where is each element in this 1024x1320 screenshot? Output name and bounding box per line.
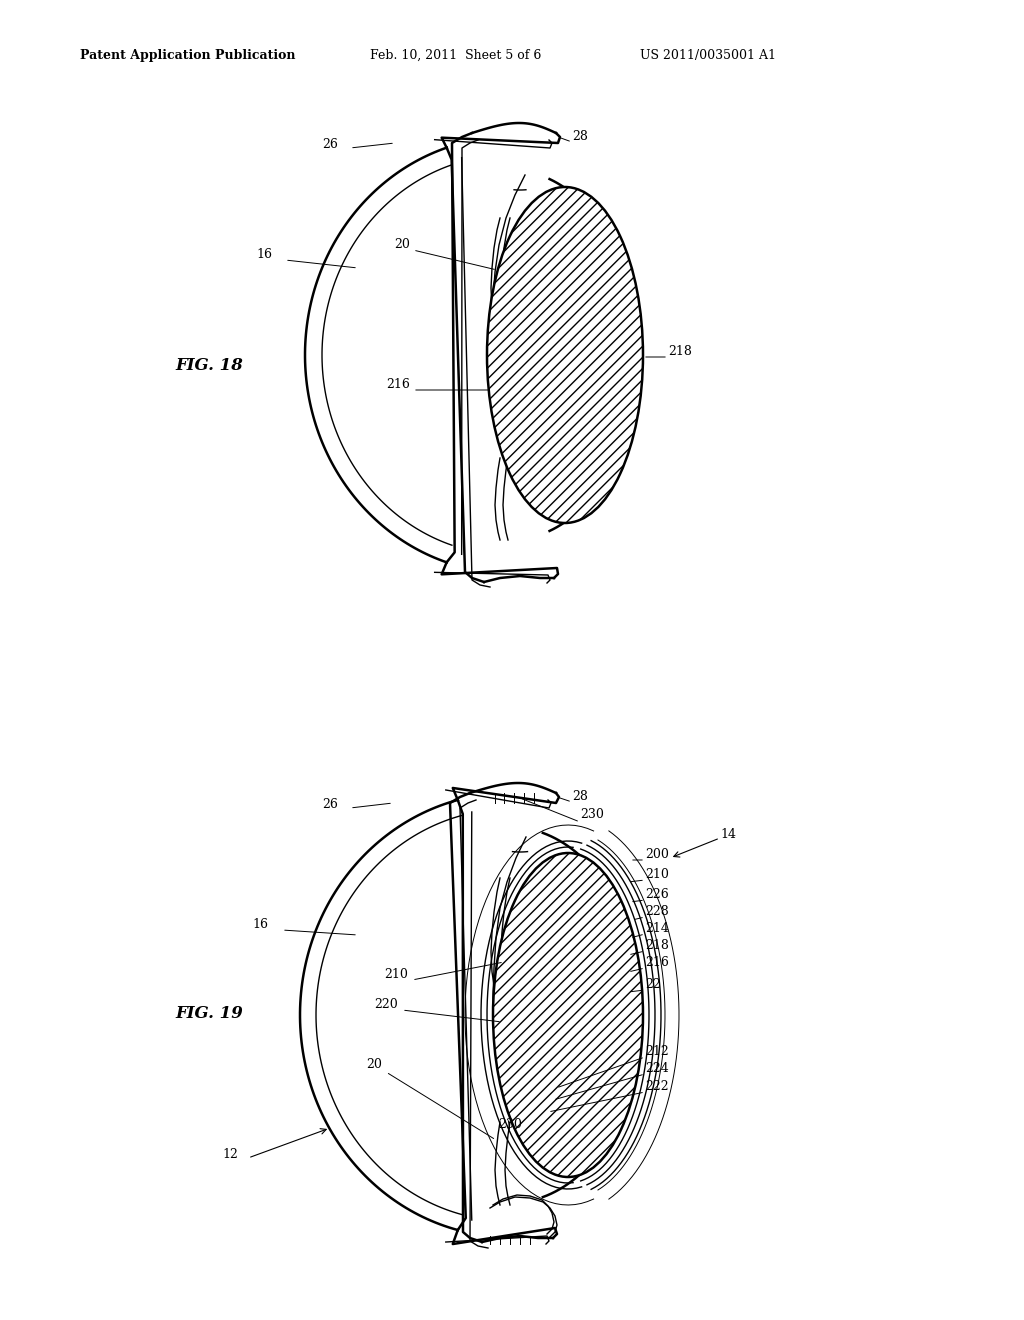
Text: 222: 222 — [645, 1080, 669, 1093]
Text: 20: 20 — [394, 238, 410, 251]
Text: 210: 210 — [645, 869, 669, 880]
Text: 228: 228 — [645, 906, 669, 917]
Text: US 2011/0035001 A1: US 2011/0035001 A1 — [640, 49, 776, 62]
Text: Feb. 10, 2011  Sheet 5 of 6: Feb. 10, 2011 Sheet 5 of 6 — [370, 49, 542, 62]
Text: 224: 224 — [645, 1063, 669, 1074]
Text: 16: 16 — [256, 248, 272, 261]
Text: 220: 220 — [374, 998, 398, 1011]
Ellipse shape — [493, 853, 643, 1177]
Text: 26: 26 — [323, 799, 338, 810]
Text: 230: 230 — [498, 1118, 522, 1131]
Text: 216: 216 — [386, 378, 410, 391]
Text: 212: 212 — [645, 1045, 669, 1059]
Text: FIG. 19: FIG. 19 — [175, 1005, 243, 1022]
Text: FIG. 18: FIG. 18 — [175, 356, 243, 374]
Ellipse shape — [487, 187, 643, 523]
Text: 26: 26 — [323, 139, 338, 150]
Text: 210: 210 — [384, 968, 408, 981]
Text: 200: 200 — [645, 847, 669, 861]
Text: 28: 28 — [572, 129, 588, 143]
Text: 218: 218 — [645, 939, 669, 952]
Text: 230: 230 — [580, 808, 604, 821]
Text: 216: 216 — [645, 956, 669, 969]
Text: 20: 20 — [367, 1059, 382, 1071]
Text: 12: 12 — [222, 1148, 238, 1162]
Text: 28: 28 — [572, 789, 588, 803]
Text: 214: 214 — [645, 921, 669, 935]
Text: Patent Application Publication: Patent Application Publication — [80, 49, 296, 62]
Text: 226: 226 — [645, 888, 669, 902]
Text: 22: 22 — [645, 978, 660, 991]
Text: 16: 16 — [252, 917, 268, 931]
Text: 218: 218 — [668, 345, 692, 358]
Text: 14: 14 — [720, 828, 736, 841]
